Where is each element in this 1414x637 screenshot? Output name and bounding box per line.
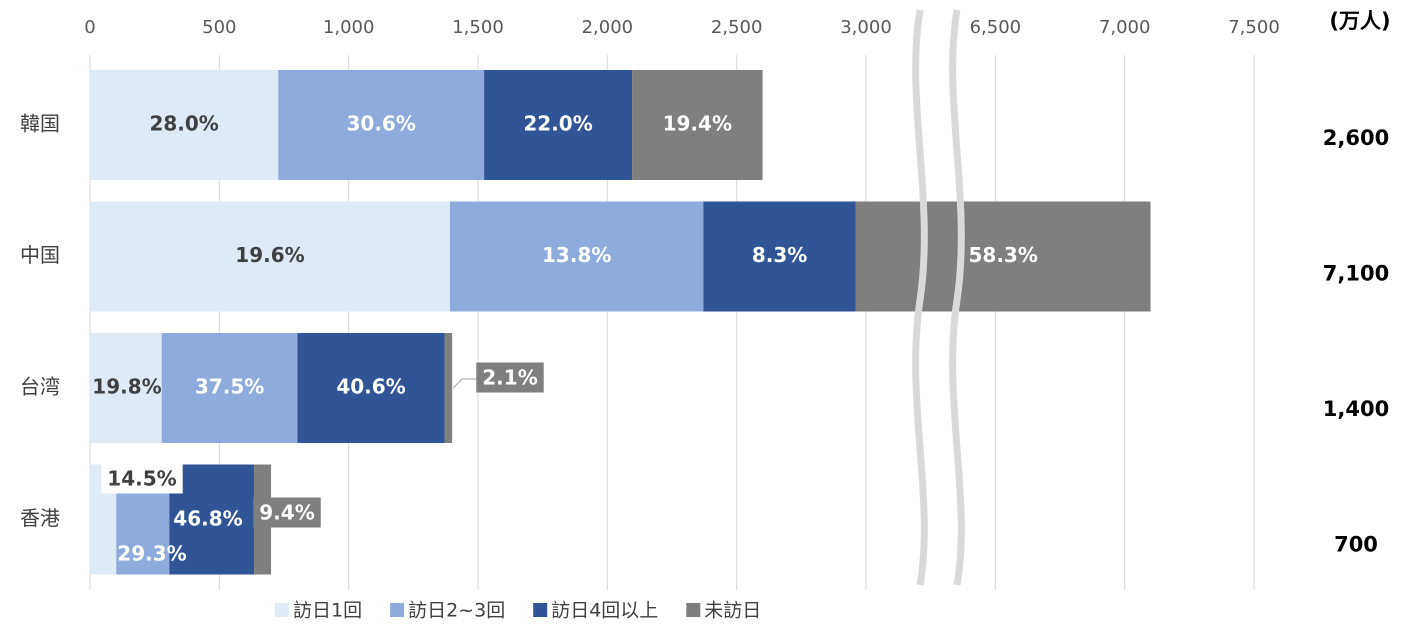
bar-segment: [278, 70, 485, 180]
legend-label: 訪日4回以上: [551, 600, 658, 622]
bar-segment: [297, 333, 445, 443]
x-tick-label: 2,000: [582, 17, 634, 38]
legend-label: 訪日1回: [293, 600, 362, 622]
value-label: 30.6%: [347, 112, 416, 136]
value-label: 9.4%: [259, 501, 314, 525]
value-label: 19.4%: [663, 112, 732, 136]
bars: [90, 70, 1151, 575]
category-label: 韓国: [20, 112, 60, 136]
legend-swatch: [390, 603, 405, 617]
value-label: 13.8%: [542, 243, 611, 267]
x-tick-label: 7,000: [1099, 17, 1151, 38]
value-label-box: [476, 362, 544, 393]
bar-segment: [161, 333, 298, 443]
x-tick-label: 1,500: [452, 17, 504, 38]
bar-segment: [90, 333, 162, 443]
category-label: 中国: [20, 243, 60, 267]
value-label: 19.6%: [235, 243, 304, 267]
legend-swatch: [686, 603, 701, 617]
x-tick-label: 6,500: [970, 17, 1022, 38]
value-label: 29.3%: [117, 542, 186, 566]
labels: 韓国 2,600 28.0% 30.6% 22.0% 19.4% 中国 7,100 19.6% 1…: [20, 112, 1389, 622]
category-label: 台湾: [20, 375, 60, 399]
value-label-box: [253, 497, 321, 528]
axis-break-line: [912, 9, 928, 586]
x-tick-label: 3,000: [840, 17, 892, 38]
axis-break-line: [949, 9, 965, 586]
value-label: 2.1%: [482, 366, 537, 390]
legend-swatch: [275, 603, 289, 617]
value-label: 37.5%: [195, 375, 264, 399]
total-label: 1,400: [1323, 397, 1389, 421]
bar-segment: [90, 201, 450, 312]
category-label: 香港: [20, 506, 60, 530]
value-label: 58.3%: [968, 243, 1037, 267]
legend-swatch: [533, 603, 548, 617]
bar-segment: [632, 70, 763, 180]
value-label: 14.5%: [107, 467, 176, 491]
x-tick-label: 1,000: [323, 17, 375, 38]
value-label: 46.8%: [173, 507, 242, 531]
x-tick-label: 7,500: [1228, 17, 1280, 38]
total-label: 7,100: [1323, 262, 1389, 286]
value-label: 19.8%: [92, 375, 161, 399]
bar-segment: [169, 464, 255, 575]
bar-segment: [484, 70, 633, 180]
value-label: 40.6%: [336, 375, 405, 399]
x-tick-label: 2,500: [711, 17, 763, 38]
bar-segment: [703, 201, 856, 312]
bar-segment: [855, 201, 1151, 312]
leader-line: [452, 378, 477, 389]
x-tick-label: 500: [202, 17, 236, 38]
bar-segment: [449, 201, 704, 312]
legend-label: 訪日2~3回: [408, 600, 505, 622]
total-label: 2,600: [1323, 126, 1389, 150]
unit-label: (万人): [1329, 9, 1390, 33]
bar-segment: [444, 333, 453, 443]
value-label: 22.0%: [523, 112, 592, 136]
bar-segment: [90, 70, 279, 180]
value-label-box: [101, 463, 183, 494]
value-label: 8.3%: [752, 243, 807, 267]
legend-label: 未訪日: [704, 600, 761, 622]
value-label: 28.0%: [149, 112, 218, 136]
x-tick-label: 0: [84, 17, 95, 38]
total-label: 700: [1334, 533, 1378, 557]
